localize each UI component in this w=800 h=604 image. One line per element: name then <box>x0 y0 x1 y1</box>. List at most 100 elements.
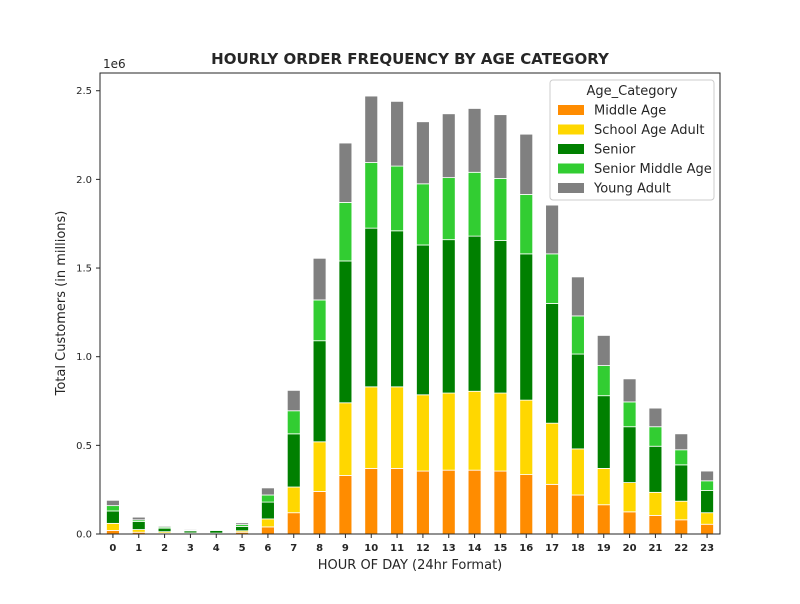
bar-segment-school-age-adult-hour-11 <box>391 387 404 469</box>
bar-segment-middle-age-hour-8 <box>313 491 326 534</box>
y-tick-label: 1.5 <box>76 264 92 275</box>
legend-swatch-young-adult <box>558 183 584 193</box>
x-tick-label: 21 <box>648 543 662 554</box>
bar-segment-middle-age-hour-6 <box>261 527 274 534</box>
legend-title: Age_Category <box>586 84 677 99</box>
bar-segment-young-adult-hour-16 <box>520 134 533 194</box>
x-tick-label: 6 <box>264 543 271 554</box>
bar-segment-senior-hour-5 <box>236 526 249 530</box>
bar-segment-senior-hour-22 <box>675 465 688 501</box>
bar-segment-young-adult-hour-13 <box>442 114 455 178</box>
bar-segment-senior-middle-age-hour-19 <box>597 366 610 396</box>
legend-label-young-adult: Young Adult <box>593 182 671 197</box>
x-tick-label: 10 <box>364 543 378 554</box>
bar-segment-young-adult-hour-5 <box>236 523 249 525</box>
y-axis-offset-label: 1e6 <box>103 57 126 71</box>
bar-segment-senior-hour-20 <box>623 427 636 483</box>
bar-segment-school-age-adult-hour-17 <box>546 423 559 484</box>
bar-segment-senior-middle-age-hour-17 <box>546 254 559 304</box>
y-tick-label: 2.5 <box>76 86 92 97</box>
x-tick-label: 22 <box>674 543 688 554</box>
bar-segment-middle-age-hour-20 <box>623 512 636 534</box>
x-tick-label: 9 <box>342 543 349 554</box>
bar-segment-school-age-adult-hour-10 <box>365 387 378 469</box>
bar-segment-young-adult-hour-19 <box>597 335 610 365</box>
legend-label-school-age-adult: School Age Adult <box>594 123 704 138</box>
bar-segment-senior-hour-13 <box>442 240 455 393</box>
bar-segment-senior-hour-6 <box>261 502 274 519</box>
bar-segment-young-adult-hour-9 <box>339 143 352 202</box>
y-tick-label: 0.0 <box>76 530 92 541</box>
x-tick-label: 5 <box>239 543 246 554</box>
bar-segment-school-age-adult-hour-20 <box>623 483 636 512</box>
bar-segment-young-adult-hour-20 <box>623 379 636 402</box>
bar-segment-young-adult-hour-18 <box>571 277 584 316</box>
bar-segment-senior-middle-age-hour-6 <box>261 495 274 502</box>
x-tick-label: 23 <box>700 543 714 554</box>
x-axis-label: HOUR OF DAY (24hr Format) <box>318 558 502 573</box>
bar-segment-school-age-adult-hour-9 <box>339 403 352 476</box>
bar-segment-senior-middle-age-hour-12 <box>416 184 429 245</box>
bar-segment-middle-age-hour-12 <box>416 471 429 534</box>
bar-segment-young-adult-hour-22 <box>675 434 688 450</box>
legend: Age_Category Middle Age School Age Adult Se… <box>550 80 714 200</box>
bar-segment-young-adult-hour-0 <box>106 500 119 505</box>
bar-segment-senior-hour-12 <box>416 245 429 395</box>
bar-segment-school-age-adult-hour-7 <box>287 487 300 513</box>
bar-segment-senior-middle-age-hour-11 <box>391 166 404 231</box>
bar-segment-school-age-adult-hour-21 <box>649 492 662 515</box>
bar-segment-middle-age-hour-16 <box>520 475 533 534</box>
x-tick-label: 16 <box>519 543 533 554</box>
bar-segment-senior-hour-16 <box>520 254 533 400</box>
bar-segment-school-age-adult-hour-8 <box>313 442 326 492</box>
bar-segment-senior-hour-1 <box>132 522 145 530</box>
bar-segment-school-age-adult-hour-14 <box>468 391 481 470</box>
x-tick-label: 15 <box>493 543 507 554</box>
bar-segment-senior-middle-age-hour-22 <box>675 450 688 465</box>
bar-segment-senior-middle-age-hour-7 <box>287 411 300 434</box>
bar-segment-young-adult-hour-14 <box>468 108 481 172</box>
bar-segment-young-adult-hour-7 <box>287 390 300 410</box>
legend-swatch-senior-middle-age <box>558 164 584 174</box>
bar-segment-young-adult-hour-12 <box>416 122 429 184</box>
bar-segment-school-age-adult-hour-12 <box>416 395 429 471</box>
bar-segment-senior-hour-11 <box>391 231 404 387</box>
bar-segment-senior-middle-age-hour-0 <box>106 506 119 511</box>
bar-segment-senior-middle-age-hour-10 <box>365 163 378 229</box>
legend-swatch-school-age-adult <box>558 125 584 135</box>
bar-segment-school-age-adult-hour-16 <box>520 400 533 474</box>
bar-segment-school-age-adult-hour-13 <box>442 393 455 470</box>
y-axis-label: Total Customers (in millions) <box>54 211 69 397</box>
legend-label-senior-middle-age: Senior Middle Age <box>594 162 712 177</box>
bar-segment-senior-hour-14 <box>468 236 481 391</box>
bar-segment-middle-age-hour-11 <box>391 468 404 534</box>
bar-segment-young-adult-hour-6 <box>261 488 274 495</box>
bar-segment-middle-age-hour-22 <box>675 520 688 534</box>
bar-segment-senior-hour-19 <box>597 396 610 469</box>
bar-segment-senior-hour-10 <box>365 228 378 387</box>
chart-title: HOURLY ORDER FREQUENCY BY AGE CATEGORY <box>211 50 610 68</box>
bar-segment-senior-middle-age-hour-14 <box>468 172 481 236</box>
x-tick-label: 1 <box>135 543 142 554</box>
bar-segment-senior-middle-age-hour-9 <box>339 202 352 261</box>
x-tick-label: 11 <box>390 543 404 554</box>
bar-segment-school-age-adult-hour-18 <box>571 449 584 495</box>
x-tick-label: 3 <box>187 543 194 554</box>
bar-segment-middle-age-hour-21 <box>649 515 662 534</box>
bar-segment-young-adult-hour-21 <box>649 408 662 427</box>
bar-segment-school-age-adult-hour-6 <box>261 519 274 527</box>
legend-label-middle-age: Middle Age <box>594 104 666 119</box>
x-tick-label: 7 <box>290 543 297 554</box>
y-tick-label: 2.0 <box>76 175 92 186</box>
bar-segment-middle-age-hour-0 <box>106 530 119 534</box>
bar-segment-young-adult-hour-17 <box>546 205 559 254</box>
bar-segment-senior-middle-age-hour-16 <box>520 194 533 253</box>
bar-segment-school-age-adult-hour-15 <box>494 393 507 471</box>
bar-segment-middle-age-hour-23 <box>701 524 714 534</box>
x-tick-label: 20 <box>623 543 637 554</box>
bar-segment-senior-hour-17 <box>546 304 559 424</box>
x-tick-label: 2 <box>161 543 168 554</box>
bar-segment-young-adult-hour-4 <box>210 529 223 530</box>
bar-segment-senior-middle-age-hour-23 <box>701 481 714 491</box>
